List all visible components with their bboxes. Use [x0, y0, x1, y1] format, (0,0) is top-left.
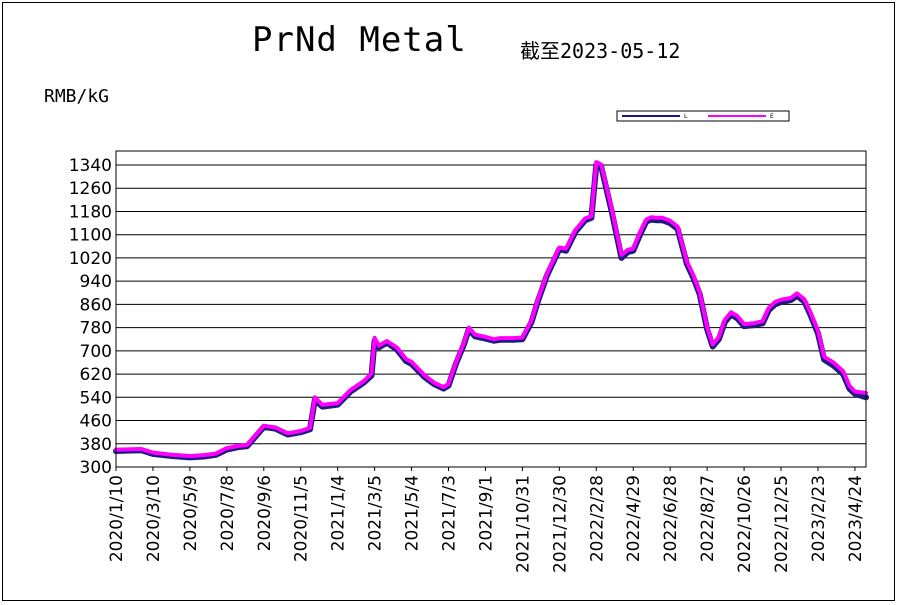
x-tick-label: 2020/9/6	[255, 475, 275, 551]
y-tick-label: 1340	[69, 156, 112, 176]
x-axis-ticks: 2020/1/10 2020/3/10 2020/5/9 2020/7/8 2020/9…	[107, 467, 866, 573]
y-tick-label: 540	[80, 388, 112, 408]
x-tick-label: 2021/9/1	[476, 475, 496, 551]
legend-label-E: E	[770, 113, 774, 120]
chart-subtitle: 截至2023-05-12	[520, 39, 681, 63]
y-tick-label: 860	[80, 295, 112, 315]
y-tick-label: 300	[80, 458, 112, 478]
legend-box	[616, 110, 790, 122]
x-tick-label: 2020/5/9	[181, 475, 201, 551]
series-lines	[113, 160, 869, 461]
x-tick-label: 2021/5/4	[403, 475, 423, 551]
y-tick-label: 1180	[69, 202, 112, 222]
y-tick-label: 1100	[69, 226, 112, 246]
y-tick-label: 1260	[69, 179, 112, 199]
y-tick-label: 780	[80, 319, 112, 339]
x-tick-label: 2020/11/5	[292, 475, 312, 562]
x-tick-label: 2021/3/5	[366, 475, 386, 551]
x-tick-label: 2023/4/24	[846, 475, 866, 562]
x-tick-label: 2022/6/28	[661, 475, 681, 562]
y-tick-label: 620	[80, 365, 112, 385]
x-tick-label: 2021/10/31	[513, 475, 533, 573]
y-axis-ticks: 300 380 460 540 620 700 780 860 940 1020 1100 1180 1…	[69, 156, 112, 478]
x-tick-label: 2020/7/8	[218, 475, 238, 551]
x-tick-label: 2021/1/4	[329, 475, 349, 551]
series-line-E	[114, 160, 868, 458]
x-tick-label: 2023/2/23	[809, 475, 829, 562]
y-tick-label: 380	[80, 435, 112, 455]
series-line-L	[113, 162, 869, 461]
x-tick-label: 2020/3/10	[144, 475, 164, 562]
x-tick-label: 2022/2/28	[587, 475, 607, 562]
x-tick-label: 2021/7/3	[440, 475, 460, 551]
y-axis-unit-label: RMB/kG	[44, 86, 110, 107]
y-tick-label: 460	[80, 412, 112, 432]
legend-label-L: L	[684, 113, 688, 120]
plot-area-border	[115, 150, 867, 468]
y-tick-label: 1020	[69, 249, 112, 269]
y-tick-label: 700	[80, 342, 112, 362]
x-tick-label: 2022/10/26	[735, 475, 755, 573]
x-tick-label: 2021/12/30	[550, 475, 570, 573]
gridlines	[116, 164, 866, 468]
x-tick-label: 2020/1/10	[107, 475, 127, 562]
x-tick-label: 2022/8/27	[698, 475, 718, 562]
x-tick-label: 2022/12/25	[772, 475, 792, 573]
chart-title: PrNd Metal	[252, 20, 467, 60]
x-tick-label: 2022/4/29	[624, 475, 644, 562]
y-tick-label: 940	[80, 272, 112, 292]
